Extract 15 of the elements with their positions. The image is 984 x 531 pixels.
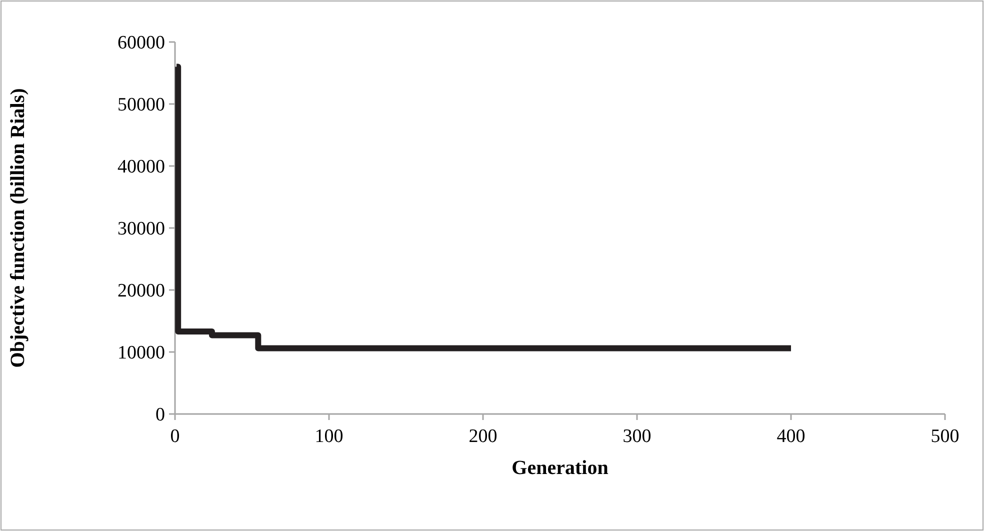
x-axis-title: Generation (512, 457, 608, 479)
x-tick-label: 400 (776, 426, 806, 447)
y-tick-label: 60000 (118, 32, 165, 54)
y-tick-label: 20000 (118, 280, 165, 302)
x-tick-label: 200 (468, 426, 498, 447)
x-tick-label: 500 (930, 426, 960, 447)
y-tick-label: 40000 (118, 156, 165, 178)
x-tick-label: 100 (314, 426, 344, 447)
y-tick-label: 50000 (118, 94, 165, 116)
x-tick-label: 300 (622, 426, 652, 447)
x-tick-label: 0 (170, 426, 180, 447)
y-axis-title: Objective function (billion Rials) (7, 88, 29, 368)
y-tick-label: 0 (156, 404, 165, 426)
y-tick-label: 10000 (118, 342, 165, 364)
y-tick-label: 30000 (118, 218, 165, 240)
